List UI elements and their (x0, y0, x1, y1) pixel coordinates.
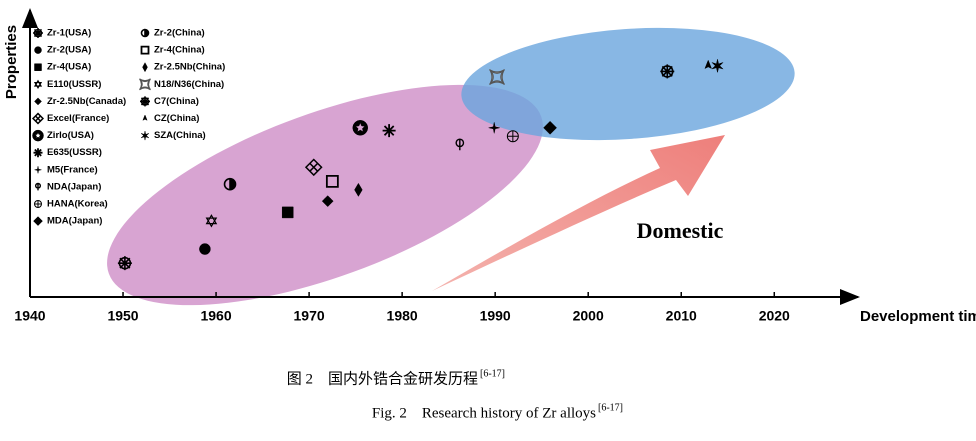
x-tick-label: 1950 (107, 308, 138, 324)
legend-label: SZA(China) (154, 130, 206, 141)
caption-en: Fig. 2 Research history of Zr alloys (372, 405, 596, 421)
point (354, 182, 363, 197)
legend-label: Zr-4(China) (154, 45, 205, 56)
point (281, 206, 294, 219)
legend-label: Zr-1(USA) (47, 28, 91, 39)
legend-label: Zr-2.5Nb(Canada) (47, 96, 126, 107)
x-tick-label: 2000 (573, 308, 604, 324)
caption-en-ref: [6-17] (598, 402, 623, 413)
legend-label: NDA(Japan) (47, 181, 101, 192)
point (199, 243, 211, 255)
point (117, 256, 132, 271)
legend-label: M5(France) (47, 164, 98, 175)
legend-label: E110(USSR) (47, 79, 101, 90)
legend-marker (33, 28, 43, 38)
point (660, 64, 675, 79)
x-tick-label: 1960 (200, 308, 231, 324)
legend-marker (34, 182, 42, 191)
legend-label: N18/N36(China) (154, 79, 224, 90)
legend-marker (33, 148, 43, 158)
legend-label: Zr-2.5Nb(China) (154, 62, 225, 73)
legend-label: Zr-2(China) (154, 28, 205, 39)
caption-zh: 图 2 国内外锆合金研发历程 (287, 370, 478, 387)
legend-label: Zr-2(USA) (47, 45, 91, 56)
point (543, 120, 557, 135)
legend-marker (34, 200, 43, 208)
legend-label: MDA(Japan) (47, 216, 102, 227)
x-tick-label: 2010 (666, 308, 697, 324)
legend-label: HANA(Korea) (47, 199, 108, 210)
domestic-region (461, 27, 795, 141)
point (382, 124, 396, 138)
point (304, 158, 323, 177)
caption-zh-ref: [6-17] (480, 368, 505, 379)
x-axis-label: Development time (860, 308, 976, 325)
x-tick-label: 1990 (480, 308, 511, 324)
legend-label: Excel(France) (47, 113, 109, 124)
legend-marker (34, 63, 42, 71)
legend-marker (142, 114, 148, 121)
trend-arrow (432, 135, 725, 291)
legend-marker (140, 131, 150, 141)
x-tick-label: 1980 (387, 308, 418, 324)
point (704, 59, 712, 70)
point (455, 138, 465, 151)
legend-marker (33, 216, 43, 226)
x-tick-label: 1940 (14, 308, 45, 324)
legend-marker (140, 96, 150, 107)
point (223, 177, 237, 191)
legend-marker (33, 79, 43, 89)
legend-label: Zr-4(USA) (47, 62, 91, 73)
legend-marker (31, 112, 45, 125)
legend-label: CZ(China) (154, 113, 199, 124)
international-region (107, 84, 543, 306)
legend-marker (139, 78, 151, 91)
legend-label: E635(USSR) (47, 147, 102, 158)
legend-label: Zirlo(USA) (47, 130, 94, 141)
legend-marker (34, 97, 42, 106)
legend-label: C7(China) (154, 96, 199, 107)
y-axis-label: Properties (3, 25, 20, 99)
point (321, 195, 334, 207)
point (489, 69, 505, 85)
x-tick-label: 2020 (759, 308, 790, 324)
annotation: Domestic (637, 218, 724, 243)
legend-marker (140, 45, 150, 55)
point (352, 120, 369, 136)
legend-marker (34, 46, 42, 54)
legend-marker (32, 129, 44, 142)
legend-marker (140, 28, 150, 38)
point (711, 59, 724, 73)
point (488, 122, 500, 134)
point (325, 174, 339, 188)
legend-marker (142, 62, 148, 73)
point (205, 214, 218, 228)
point (506, 130, 519, 143)
legend-marker (34, 166, 42, 174)
x-tick-label: 1970 (294, 308, 325, 324)
